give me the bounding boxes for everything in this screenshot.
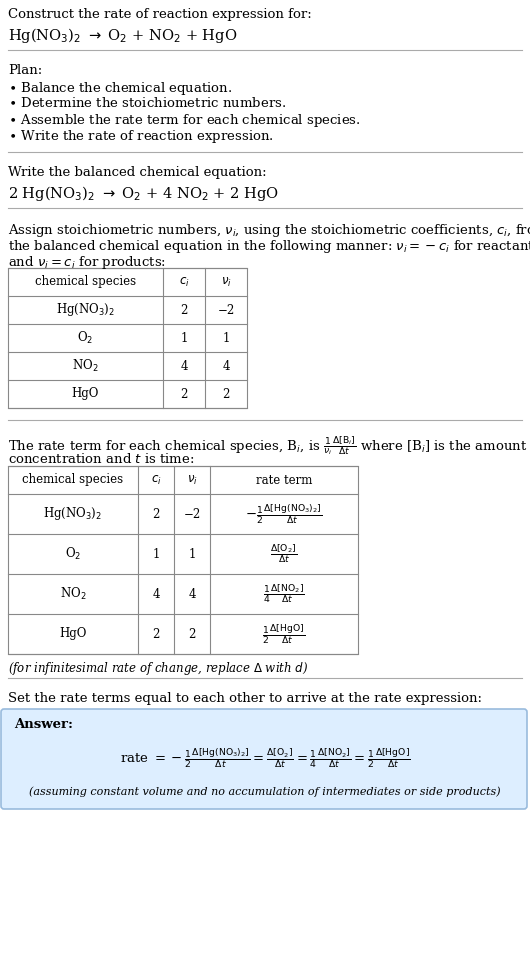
- Text: the balanced chemical equation in the following manner: $\nu_i = -c_i$ for react: the balanced chemical equation in the fo…: [8, 238, 530, 255]
- Text: Plan:: Plan:: [8, 64, 42, 77]
- Text: 2: 2: [180, 387, 188, 400]
- Text: −2: −2: [217, 304, 235, 316]
- Text: 2: 2: [180, 304, 188, 316]
- Text: 2: 2: [152, 508, 160, 520]
- Text: $\bullet$ Assemble the rate term for each chemical species.: $\bullet$ Assemble the rate term for eac…: [8, 112, 361, 129]
- Text: HgO: HgO: [59, 628, 87, 640]
- Text: 2: 2: [152, 628, 160, 640]
- Text: $\bullet$ Write the rate of reaction expression.: $\bullet$ Write the rate of reaction exp…: [8, 128, 274, 145]
- Text: rate $= -\frac{1}{2}\frac{\Delta[\mathrm{Hg(NO_3)_2}]}{\Delta t} = \frac{\Delta[: rate $= -\frac{1}{2}\frac{\Delta[\mathrm…: [120, 747, 410, 770]
- Text: −2: −2: [183, 508, 201, 520]
- Text: Hg(NO$_3$)$_2$: Hg(NO$_3$)$_2$: [56, 302, 115, 318]
- Text: 1: 1: [180, 332, 188, 345]
- Text: $\nu_i$: $\nu_i$: [220, 275, 232, 289]
- Text: and $\nu_i = c_i$ for products:: and $\nu_i = c_i$ for products:: [8, 254, 166, 271]
- Text: NO$_2$: NO$_2$: [72, 358, 99, 374]
- Text: $\frac{1}{4}\frac{\Delta[\mathrm{NO_2}]}{\Delta t}$: $\frac{1}{4}\frac{\Delta[\mathrm{NO_2}]}…: [263, 583, 305, 605]
- Text: $c_i$: $c_i$: [179, 275, 189, 289]
- Text: 4: 4: [180, 359, 188, 373]
- Text: rate term: rate term: [256, 473, 312, 486]
- Text: Hg(NO$_3$)$_2$ $\rightarrow$ O$_2$ + NO$_2$ + HgO: Hg(NO$_3$)$_2$ $\rightarrow$ O$_2$ + NO$…: [8, 26, 237, 45]
- Text: chemical species: chemical species: [22, 473, 123, 486]
- Text: Set the rate terms equal to each other to arrive at the rate expression:: Set the rate terms equal to each other t…: [8, 692, 482, 705]
- Text: 2: 2: [222, 387, 229, 400]
- Text: $\nu_i$: $\nu_i$: [187, 473, 197, 487]
- Text: Answer:: Answer:: [14, 718, 73, 731]
- Text: 1: 1: [188, 548, 196, 560]
- Text: chemical species: chemical species: [35, 275, 136, 289]
- Text: 1: 1: [222, 332, 229, 345]
- Text: Hg(NO$_3$)$_2$: Hg(NO$_3$)$_2$: [43, 506, 103, 522]
- Text: (for infinitesimal rate of change, replace $\Delta$ with $d$): (for infinitesimal rate of change, repla…: [8, 660, 308, 677]
- Text: O$_2$: O$_2$: [77, 330, 94, 346]
- Text: $\bullet$ Determine the stoichiometric numbers.: $\bullet$ Determine the stoichiometric n…: [8, 96, 286, 110]
- Text: Write the balanced chemical equation:: Write the balanced chemical equation:: [8, 166, 267, 179]
- Text: 4: 4: [222, 359, 229, 373]
- Text: 2: 2: [188, 628, 196, 640]
- Text: 2 Hg(NO$_3$)$_2$ $\rightarrow$ O$_2$ + 4 NO$_2$ + 2 HgO: 2 Hg(NO$_3$)$_2$ $\rightarrow$ O$_2$ + 4…: [8, 184, 279, 203]
- Text: The rate term for each chemical species, B$_i$, is $\frac{1}{\nu_i}\frac{\Delta[: The rate term for each chemical species,…: [8, 434, 527, 457]
- Bar: [8, 268, 247, 408]
- Text: 4: 4: [152, 588, 160, 600]
- Text: 1: 1: [152, 548, 160, 560]
- Text: $c_i$: $c_i$: [151, 473, 161, 487]
- Text: $-\frac{1}{2}\frac{\Delta[\mathrm{Hg(NO_3)_2}]}{\Delta t}$: $-\frac{1}{2}\frac{\Delta[\mathrm{Hg(NO_…: [245, 503, 323, 526]
- Text: NO$_2$: NO$_2$: [60, 586, 86, 602]
- Text: concentration and $t$ is time:: concentration and $t$ is time:: [8, 452, 195, 466]
- Text: 4: 4: [188, 588, 196, 600]
- FancyBboxPatch shape: [1, 709, 527, 809]
- Text: $\bullet$ Balance the chemical equation.: $\bullet$ Balance the chemical equation.: [8, 80, 232, 97]
- Text: $\frac{1}{2}\frac{\Delta[\mathrm{HgO}]}{\Delta t}$: $\frac{1}{2}\frac{\Delta[\mathrm{HgO}]}{…: [262, 623, 306, 646]
- Text: Construct the rate of reaction expression for:: Construct the rate of reaction expressio…: [8, 8, 312, 21]
- Text: HgO: HgO: [72, 387, 99, 400]
- Text: $\frac{\Delta[\mathrm{O_2}]}{\Delta t}$: $\frac{\Delta[\mathrm{O_2}]}{\Delta t}$: [270, 543, 298, 565]
- Text: (assuming constant volume and no accumulation of intermediates or side products): (assuming constant volume and no accumul…: [29, 787, 501, 797]
- Text: O$_2$: O$_2$: [65, 546, 81, 562]
- Text: Assign stoichiometric numbers, $\nu_i$, using the stoichiometric coefficients, $: Assign stoichiometric numbers, $\nu_i$, …: [8, 222, 530, 239]
- Bar: [8, 466, 358, 654]
